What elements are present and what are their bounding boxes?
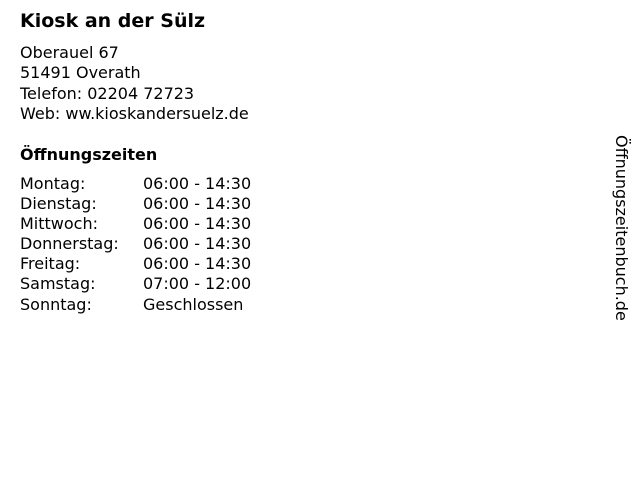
day: Montag: xyxy=(20,174,86,193)
website: Web: ww.kioskandersuelz.de xyxy=(20,103,249,123)
business-name: Kiosk an der Sülz xyxy=(20,10,206,32)
source-label: Öffnungszeitenbuch.de xyxy=(612,135,631,321)
time: 06:00 - 14:30 xyxy=(143,174,252,193)
hours-row: Sonntag: Geschlossen xyxy=(20,295,251,315)
day: Mittwoch: xyxy=(20,214,98,234)
hours-row: Freitag: 06:00 - 14:30 xyxy=(20,254,251,274)
time: 06:00 - 14:30 xyxy=(143,194,252,214)
street: Oberauel 67 xyxy=(20,43,119,62)
time: Geschlossen xyxy=(143,294,244,314)
time: 06:00 - 14:30 xyxy=(143,234,252,254)
time: 06:00 - 14:30 xyxy=(143,254,252,274)
day: Samstag: xyxy=(20,274,96,294)
day: Donnerstag: xyxy=(20,234,119,254)
city: 51491 Overath xyxy=(20,63,141,83)
hours-heading: Öffnungszeiten xyxy=(20,145,158,164)
hours-row: Dienstag: 06:00 - 14:30 xyxy=(20,194,251,214)
time: 06:00 - 14:30 xyxy=(143,214,252,234)
hours-row: Montag: 06:00 - 14:30 xyxy=(20,174,251,194)
time: 07:00 - 12:00 xyxy=(143,274,252,294)
day: Freitag: xyxy=(20,254,81,274)
hours-table: Montag: 06:00 - 14:30 Dienstag: 06:00 - 14… xyxy=(20,174,251,315)
hours-row: Donnerstag: 06:00 - 14:30 xyxy=(20,234,251,254)
day: Dienstag: xyxy=(20,194,97,214)
address-block: Oberauel 67 51491 Overath Telefon: 02204… xyxy=(20,43,249,124)
day: Sonntag: xyxy=(20,294,92,314)
hours-row: Mittwoch: 06:00 - 14:30 xyxy=(20,214,251,234)
phone: Telefon: 02204 72723 xyxy=(20,83,195,103)
hours-row: Samstag: 07:00 - 12:00 xyxy=(20,274,251,294)
